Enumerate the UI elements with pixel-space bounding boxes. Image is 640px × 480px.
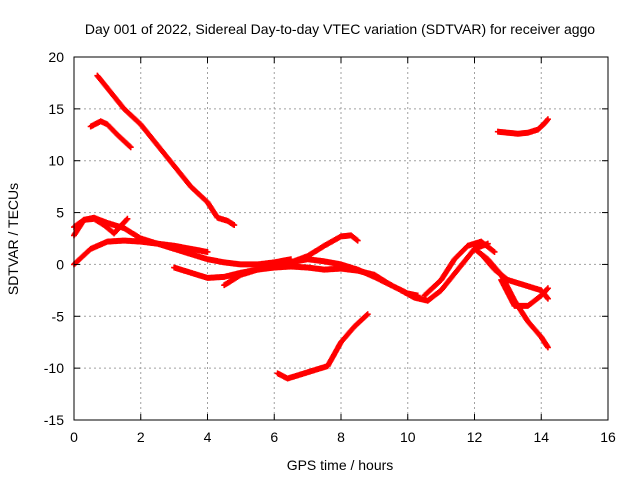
x-tick-label: 14: [533, 429, 549, 445]
y-tick-label: -15: [44, 412, 64, 428]
y-tick-label: 10: [48, 153, 64, 169]
x-axis-label: GPS time / hours: [287, 457, 394, 473]
x-tick-label: 8: [337, 429, 345, 445]
y-tick-label: 5: [56, 205, 64, 221]
series-track-1: [94, 72, 238, 229]
y-tick-label: 15: [48, 101, 64, 117]
series-track-2: [87, 118, 134, 151]
x-tick-label: 10: [400, 429, 416, 445]
series-track-11: [421, 238, 498, 299]
data-points: [287, 232, 361, 266]
data-points: [94, 72, 238, 229]
y-axis-label: SDTVAR / TECUs: [5, 183, 21, 295]
x-tick-label: 16: [600, 429, 616, 445]
data-points: [494, 116, 551, 137]
y-tick-label: 0: [56, 256, 64, 272]
series-track-5: [71, 237, 294, 268]
x-tick-label: 2: [137, 429, 145, 445]
data-points: [498, 276, 551, 309]
data-points: [171, 263, 395, 289]
x-tick-label: 12: [467, 429, 483, 445]
data-series: [71, 72, 551, 382]
chart-title: Day 001 of 2022, Sidereal Day-to-day VTE…: [85, 21, 595, 37]
y-axis: -15 -10 -5 0 5 10 15 20: [44, 49, 608, 428]
x-tick-label: 0: [70, 429, 78, 445]
series-track-15: [494, 116, 551, 137]
x-tick-label: 4: [204, 429, 212, 445]
y-tick-label: 20: [48, 49, 64, 65]
series-track-9: [274, 311, 371, 382]
y-tick-label: -10: [44, 360, 64, 376]
data-points: [274, 311, 371, 382]
data-points: [421, 238, 498, 299]
y-tick-label: -5: [52, 308, 65, 324]
data-points: [71, 237, 294, 268]
x-tick-label: 6: [270, 429, 278, 445]
data-points: [87, 118, 134, 151]
series-track-8: [287, 232, 361, 266]
x-axis: 0 2 4 6 8 10 12 14 16: [70, 57, 616, 445]
series-track-14: [498, 276, 551, 309]
series-track-6: [171, 263, 395, 289]
